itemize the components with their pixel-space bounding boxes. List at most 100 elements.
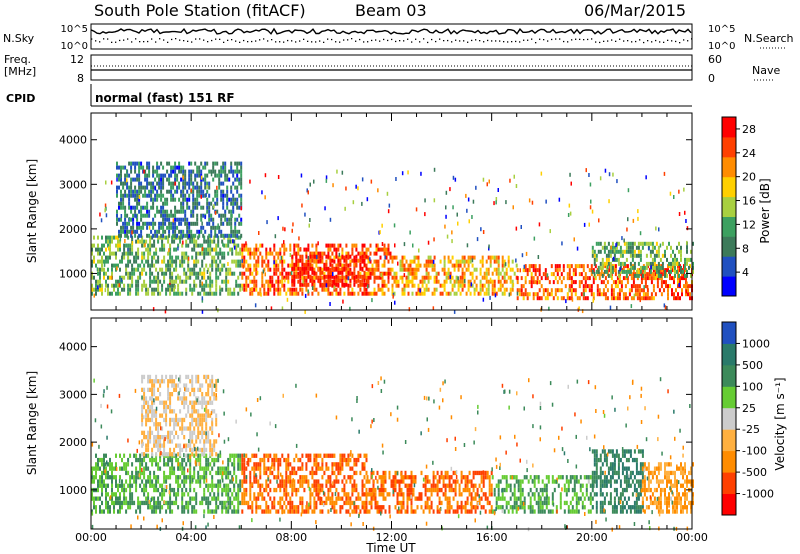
power-speckle xyxy=(598,218,600,223)
power-cell xyxy=(359,251,362,256)
velocity-cell xyxy=(189,422,192,427)
power-speckle xyxy=(581,309,584,314)
power-cell xyxy=(399,263,402,268)
power-cell xyxy=(391,255,394,260)
power-speckle xyxy=(678,212,681,216)
power-cell xyxy=(155,251,158,256)
velocity-cell xyxy=(219,453,222,458)
power-cell xyxy=(516,288,519,293)
power-cell xyxy=(255,247,258,252)
power-speckle xyxy=(105,180,107,185)
power-cell xyxy=(144,173,147,178)
power-cell xyxy=(148,173,151,178)
power-cell xyxy=(214,161,217,166)
velocity-cell xyxy=(205,500,208,506)
power-cell xyxy=(644,276,647,281)
power-cell xyxy=(127,255,130,260)
power-cell xyxy=(309,278,312,283)
power-cell xyxy=(211,247,214,252)
power-cell xyxy=(337,275,340,280)
power-cell xyxy=(141,271,144,276)
power-cell xyxy=(656,280,659,285)
velocity-cell xyxy=(315,479,318,484)
power-cell xyxy=(174,209,177,214)
power-cell xyxy=(475,267,478,272)
power-cell xyxy=(405,275,408,280)
velocity-cell xyxy=(129,500,132,506)
velocity-cell xyxy=(269,496,272,501)
power-cell xyxy=(168,173,171,178)
power-cell xyxy=(234,217,237,222)
velocity-cell xyxy=(329,475,332,480)
power-cell xyxy=(135,259,138,264)
velocity-cell xyxy=(167,404,170,410)
velocity-cell xyxy=(149,435,152,440)
power-cell xyxy=(305,251,308,256)
power-cell xyxy=(604,292,607,297)
velocity-cell xyxy=(175,496,178,501)
power-cell xyxy=(105,279,107,284)
power-cell xyxy=(166,201,169,206)
power-cell xyxy=(639,253,642,258)
power-cell xyxy=(215,291,218,296)
power-cell xyxy=(367,271,370,276)
velocity-cell xyxy=(227,475,230,480)
power-speckle xyxy=(260,292,262,297)
velocity-cell xyxy=(95,462,97,467)
power-cell xyxy=(564,284,567,289)
power-cell xyxy=(568,272,571,277)
power-cell xyxy=(238,205,241,210)
velocity-cell xyxy=(133,479,136,484)
power-cell xyxy=(602,272,605,277)
velocity-cell xyxy=(335,479,338,484)
power-cell xyxy=(251,271,254,276)
velocity-cell xyxy=(159,466,162,471)
power-cell xyxy=(133,255,136,260)
power-cell xyxy=(227,271,230,276)
power-cell xyxy=(630,272,633,277)
nsearch-dot xyxy=(155,41,157,43)
velocity-cell xyxy=(159,505,162,510)
power-cell xyxy=(261,271,264,276)
power-cell xyxy=(201,283,204,288)
power-cell xyxy=(191,271,194,276)
power-cell xyxy=(457,279,460,284)
power-cell xyxy=(168,213,171,218)
velocity-cell xyxy=(301,466,304,471)
velocity-cell xyxy=(191,439,194,444)
power-cell xyxy=(315,271,318,276)
velocity-cell xyxy=(211,466,214,471)
velocity-cell xyxy=(117,496,119,501)
power-cell xyxy=(195,255,198,260)
power-cell xyxy=(211,291,214,296)
power-speckle xyxy=(609,305,612,310)
power-cell xyxy=(497,267,500,272)
power-cell xyxy=(666,245,668,250)
power-cell xyxy=(240,161,243,166)
power-cell xyxy=(437,279,440,284)
power-cell xyxy=(115,251,117,256)
power-cell xyxy=(120,197,122,202)
power-cell xyxy=(99,271,101,276)
power-cell xyxy=(125,267,128,272)
power-cell xyxy=(127,251,130,256)
velocity-cell xyxy=(229,496,232,501)
power-cell xyxy=(624,292,627,297)
power-cell xyxy=(605,261,608,266)
power-speckle xyxy=(505,200,507,205)
power-cell xyxy=(339,258,342,263)
nsearch-dot xyxy=(559,38,561,40)
power-cell xyxy=(226,193,229,198)
power-cell xyxy=(637,249,640,254)
velocity-cell xyxy=(293,479,296,484)
velocity-cell xyxy=(271,500,274,506)
power-cell xyxy=(303,278,306,283)
nsearch-dot xyxy=(575,38,577,40)
power-cell xyxy=(339,275,342,280)
power-cell xyxy=(429,263,432,268)
power-cell xyxy=(637,245,640,250)
velocity-cell xyxy=(129,492,132,497)
power-cell xyxy=(176,173,179,178)
velocity-cell xyxy=(249,505,252,510)
velocity-cell xyxy=(269,509,272,514)
